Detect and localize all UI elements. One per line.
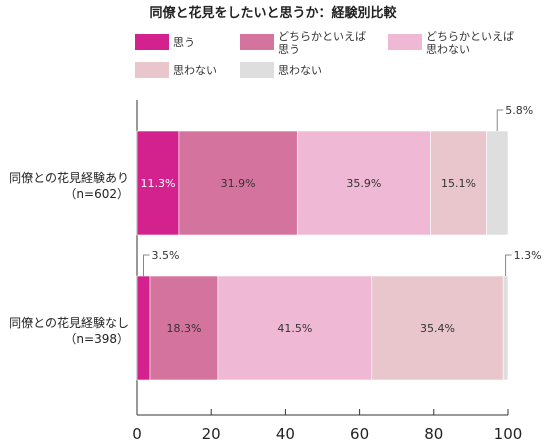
x-tick-label: 80 bbox=[424, 425, 443, 443]
legend-swatch bbox=[135, 62, 169, 78]
x-tick-label: 40 bbox=[276, 425, 295, 443]
bar-segment bbox=[486, 130, 509, 236]
data-label: 11.3% bbox=[140, 177, 175, 190]
x-tick-label: 100 bbox=[494, 425, 523, 443]
chart-title: 同僚と花見をしたいと思うか：経験別比較 bbox=[149, 5, 397, 21]
legend-label: 思わない bbox=[173, 64, 217, 77]
bar-segment bbox=[136, 130, 180, 236]
bar-segment bbox=[149, 275, 219, 381]
legend-label: どちらかといえば思う bbox=[278, 30, 366, 56]
x-tick-label: 60 bbox=[350, 425, 369, 443]
legend-label: どちらかといえば思わない bbox=[426, 30, 514, 56]
legend-swatch bbox=[388, 34, 422, 50]
legend-label: 思う bbox=[173, 36, 195, 49]
callout-line bbox=[142, 254, 150, 276]
data-label: 15.1% bbox=[441, 177, 476, 190]
data-label: 18.3% bbox=[166, 322, 201, 335]
x-tick-label: 20 bbox=[202, 425, 221, 443]
data-label: 5.8% bbox=[505, 104, 533, 117]
bar-segment bbox=[502, 275, 509, 381]
legend-swatch bbox=[240, 34, 274, 50]
data-label: 35.9% bbox=[346, 177, 381, 190]
category-sublabel: （n=602） bbox=[64, 187, 129, 201]
callout-line bbox=[496, 109, 504, 131]
legend-label: 思わない bbox=[278, 64, 322, 77]
data-label: 1.3% bbox=[514, 249, 542, 262]
bar-segment bbox=[430, 130, 487, 236]
legend-swatch bbox=[135, 34, 169, 50]
legend-swatch bbox=[240, 62, 274, 78]
category-sublabel: （n=398） bbox=[64, 332, 129, 346]
bar-segment bbox=[371, 275, 504, 381]
x-tick-label: 0 bbox=[132, 425, 142, 443]
data-label: 41.5% bbox=[277, 322, 312, 335]
data-label: 3.5% bbox=[151, 249, 179, 262]
bar-segment bbox=[136, 275, 151, 381]
category-labels: 同僚との花見経験あり （n=602） 同僚との花見経験なし （n=398） bbox=[9, 170, 129, 346]
data-label: 31.9% bbox=[221, 177, 256, 190]
x-axis: 0 20 40 60 80 100 bbox=[132, 100, 522, 443]
category-label: 同僚との花見経験あり bbox=[9, 170, 129, 185]
callout-line bbox=[505, 254, 512, 276]
data-label: 35.4% bbox=[420, 322, 455, 335]
bars: 11.3% 31.9% 35.9% 15.1% 5.8% 3.5% 18.3% 41.5% 35… bbox=[136, 104, 542, 381]
category-label: 同僚との花見経験なし bbox=[9, 315, 129, 330]
bar-segment bbox=[217, 275, 373, 381]
